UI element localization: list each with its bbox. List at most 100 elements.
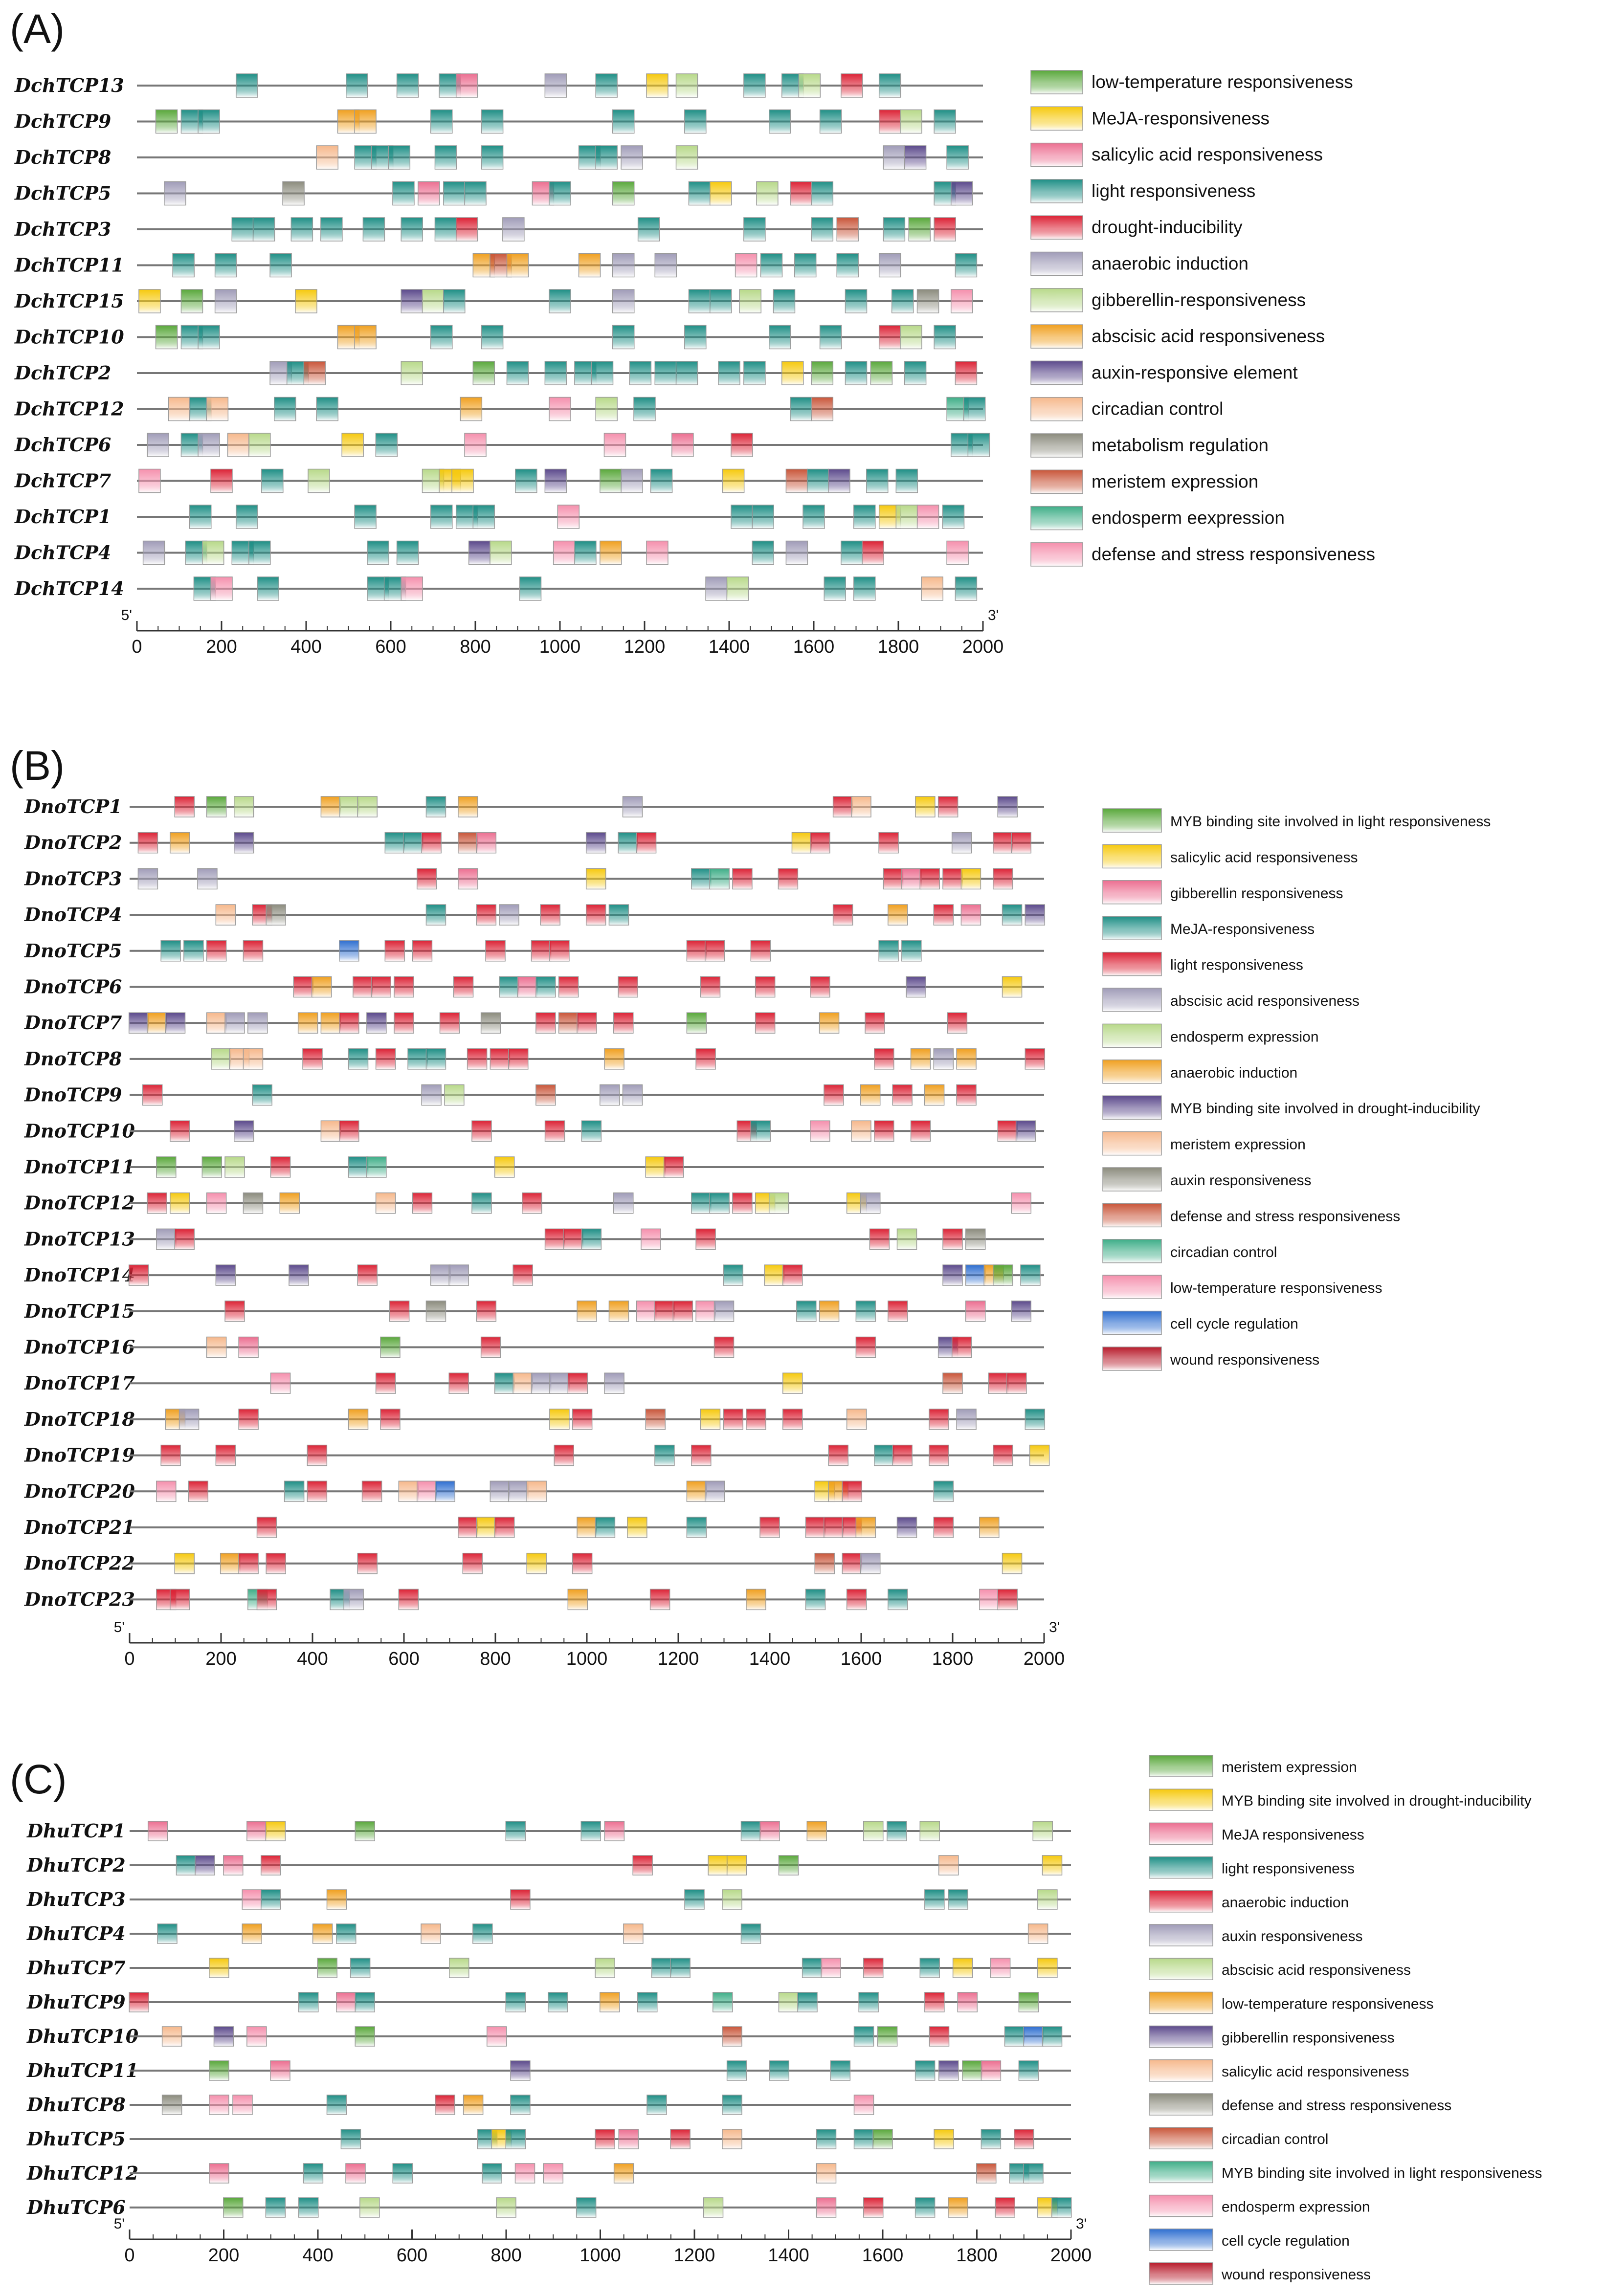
cis-element-box [879,833,898,853]
cis-element-box [454,977,473,997]
cis-element-box [422,1085,441,1105]
cis-element-box [828,1445,848,1466]
tick-label: 800 [490,2245,521,2266]
cis-element-box [733,868,752,889]
cis-element-box [752,541,774,565]
legend-item: gibberellin responsiveness [1103,881,1343,904]
legend-swatch [1103,1132,1161,1155]
cis-element-box [496,2198,516,2217]
cis-element-box [934,905,953,925]
legend-item: cell cycle regulation [1103,1311,1298,1335]
cis-element-box [685,1890,704,1909]
gene-row: DnoTCP16 [24,1336,1044,1358]
cis-element-box [892,1085,912,1105]
legend-swatch [1149,1958,1213,1980]
cis-element-box [399,1589,418,1610]
cis-element-box [376,1193,396,1214]
gene-name: DnoTCP9 [24,1084,122,1106]
legend: MYB binding site involved in light respo… [1103,809,1491,1370]
cis-element-box [456,74,478,97]
legend-swatch [1149,1891,1213,1912]
cis-element-box [947,146,968,169]
cis-element-box [761,254,782,277]
cis-element-box [687,1517,706,1538]
legend-label: light responsiveness [1092,181,1255,201]
cis-element-box [257,1589,277,1610]
cis-element-box [1038,1958,1057,1978]
cis-element-box [673,1301,692,1322]
legend-item: salicylic acid responsiveness [1149,2060,1409,2081]
cis-element-box [202,1157,222,1177]
cis-element-box [198,868,217,889]
cis-element-box [934,110,956,133]
cis-element-box [482,2164,502,2183]
cis-element-box [261,1855,281,1875]
gene-tracks: DnoTCP1DnoTCP2DnoTCP3DnoTCP4DnoTCP5DnoTC… [24,795,1049,1610]
cis-element-box [243,1193,263,1214]
legend-item: MYB binding site involved in drought-ind… [1149,1789,1532,1810]
cis-element-box [293,977,313,997]
cis-element-box [321,796,340,817]
cis-element-box [554,541,575,565]
gene-row: DhuTCP10 [26,2025,1071,2047]
cis-element-box [519,577,541,600]
legend-swatch [1103,916,1161,940]
tick-label: 1600 [862,2245,904,2266]
cis-element-box [879,326,901,349]
cis-element-box [604,433,625,457]
gene-row: DnoTCP13 [24,1228,1044,1250]
cis-element-box [188,1481,208,1501]
cis-element-box [854,2095,874,2115]
cis-element-box [951,182,973,205]
cis-element-box [577,1301,597,1322]
cis-element-box [458,1517,478,1538]
cis-element-box [548,1992,568,2012]
cis-element-box [371,977,391,997]
legend-label: meristem expression [1170,1137,1306,1153]
legend-item: defense and stress responsiveness [1031,543,1375,566]
cis-element-box [798,1992,817,2012]
legend-label: low-temperature responsiveness [1222,1996,1434,2012]
gene-name: DnoTCP13 [24,1228,135,1250]
cis-element-box [862,541,884,565]
cis-element-box [388,146,410,169]
cis-element-box [883,146,905,169]
three-prime-label: 3' [988,607,999,623]
cis-element-box [769,2061,789,2080]
tick-label: 400 [290,637,321,657]
gene-row: DhuTCP7 [26,1957,1071,1979]
cis-element-box [1043,1855,1062,1875]
cis-element-box [162,2095,182,2115]
cis-element-box [900,110,922,133]
gene-row: DchTCP12 [14,397,985,421]
cis-element-box [209,2061,229,2080]
legend-label: MYB binding site involved in light respo… [1222,2165,1542,2181]
cis-element-box [184,941,203,961]
cis-element-box [175,1553,194,1574]
legend-item: circadian control [1031,397,1223,421]
cis-element-box [710,1193,729,1214]
cis-element-box [385,833,404,853]
legend-item: meristem expression [1103,1132,1306,1155]
gene-name: DchTCP11 [14,254,124,276]
legend-swatch [1031,252,1083,276]
cis-element-box [357,796,377,817]
cis-element-box [341,2129,360,2149]
cis-element-box [166,1013,185,1033]
cis-element-box [532,941,551,961]
tick-label: 1800 [878,637,919,657]
cis-element-box [824,577,846,600]
cis-element-box [700,977,720,997]
cis-element-box [270,2061,290,2080]
cis-element-box [458,868,478,889]
cis-element-box [902,941,921,961]
cis-element-box [821,1958,841,1978]
cis-element-box [236,505,258,529]
cis-element-box [236,74,258,97]
cis-element-box [139,289,160,313]
cis-element-box [527,1481,546,1501]
cis-element-box [285,1481,304,1501]
position-axis: 02004006008001000120014001600180020005'3… [114,2216,1092,2266]
cis-element-box [718,361,740,385]
cis-element-box [951,289,973,313]
